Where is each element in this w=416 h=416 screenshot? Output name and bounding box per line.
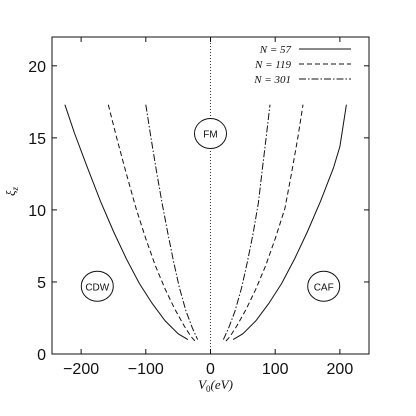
region-label-caf: CAF [314,282,334,293]
y-tick-label: 20 [28,59,46,76]
region-label-fm: FM [203,130,217,141]
region-circle-cdw [80,270,114,302]
series-2-left-curve [107,104,196,342]
region-circle-caf [307,270,341,302]
y-tick-label: 0 [37,347,46,364]
y-axis-label: ξz [3,186,20,196]
plot-frame [51,36,370,355]
series-3-right-curve [222,104,271,340]
x-axis-label: V0(eV) [198,377,233,394]
series-3-left-curve [145,104,199,340]
legend-entry-label: N = 119 [254,59,291,71]
region-circle-fm [194,118,227,150]
plot-area: −200 −100 0 100 200 0 5 10 15 20 V0(eV) ξz N = 57 N =… [3,36,370,394]
x-tick-label: 100 [262,361,289,378]
series-1-left-curve [64,104,189,341]
y-tick-label: 10 [28,203,46,220]
legend-entry-label: N = 301 [253,74,291,86]
series-2-right-curve [225,104,304,342]
x-tick-label: 0 [206,361,215,378]
x-tick-label: −100 [128,361,164,378]
x-tick-label: 200 [327,361,354,378]
x-tick-label: −200 [63,361,99,378]
region-label-cdw: CDW [85,282,109,293]
legend-entry-label: N = 57 [259,44,292,56]
y-tick-label: 15 [28,131,46,148]
series-1-right-curve [232,104,347,341]
y-tick-label: 5 [37,275,46,292]
